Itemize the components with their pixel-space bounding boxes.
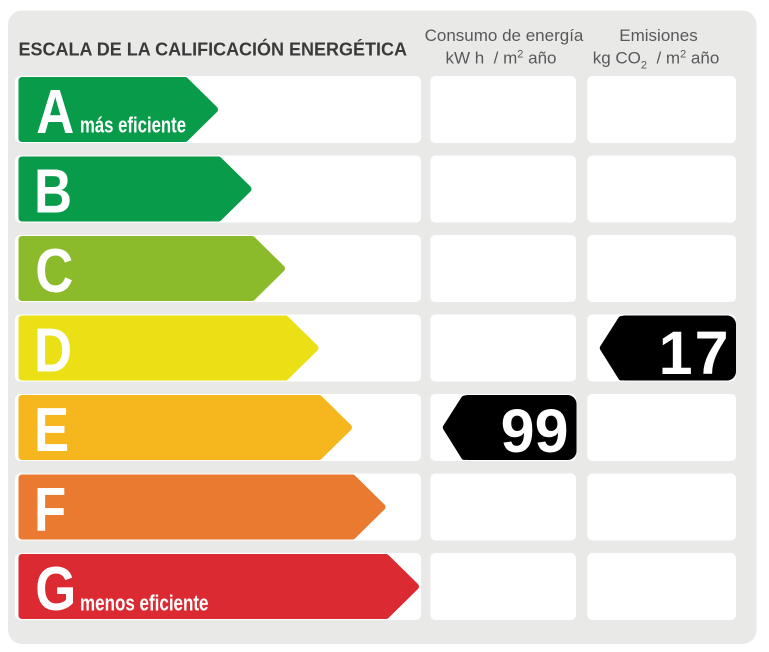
svg-text:F: F [34,476,66,545]
svg-text:menos eficiente: menos eficiente [80,591,209,616]
svg-text:C: C [35,237,73,306]
svg-text:ESCALA DE LA CALIFICACIÓN ENER: ESCALA DE LA CALIFICACIÓN ENERGÉTICA [19,38,408,59]
svg-text:más eficiente: más eficiente [80,113,186,138]
svg-text:17: 17 [659,319,731,387]
svg-text:A: A [36,78,74,147]
svg-text:E: E [34,396,69,465]
svg-text:Consumo de energía: Consumo de energía [425,26,584,45]
svg-text:kW h / m2 año: kW h / m2 año [446,48,557,67]
svg-text:kg CO2 / m2 año: kg CO2 / m2 año [593,48,720,71]
svg-text:Emisiones: Emisiones [619,26,697,45]
svg-text:G: G [35,555,76,624]
svg-text:B: B [34,158,72,227]
svg-text:D: D [34,317,72,386]
svg-text:99: 99 [501,397,569,465]
